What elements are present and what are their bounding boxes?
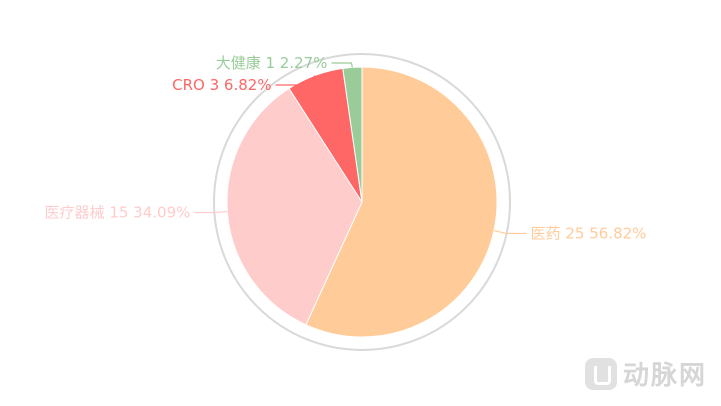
leader-line-0	[493, 230, 527, 235]
pie-slice-3	[342, 66, 363, 203]
leader-line-1	[194, 211, 228, 214]
vb-logo-icon	[584, 357, 617, 390]
slice-label-1: 医疗器械 15 34.09%	[45, 204, 191, 222]
pie-slice-1	[226, 87, 363, 326]
outer-ring	[213, 53, 511, 351]
slice-label-2: CRO 3 6.82%	[172, 76, 271, 94]
leader-line-2	[275, 75, 316, 86]
watermark: 动脉网	[584, 355, 707, 392]
slice-label-3: 大健康 1 2.27%	[216, 54, 328, 72]
slice-label-0: 医药 25 56.82%	[531, 224, 647, 242]
leader-line-3	[331, 62, 353, 68]
watermark-text: 动脉网	[622, 361, 707, 391]
